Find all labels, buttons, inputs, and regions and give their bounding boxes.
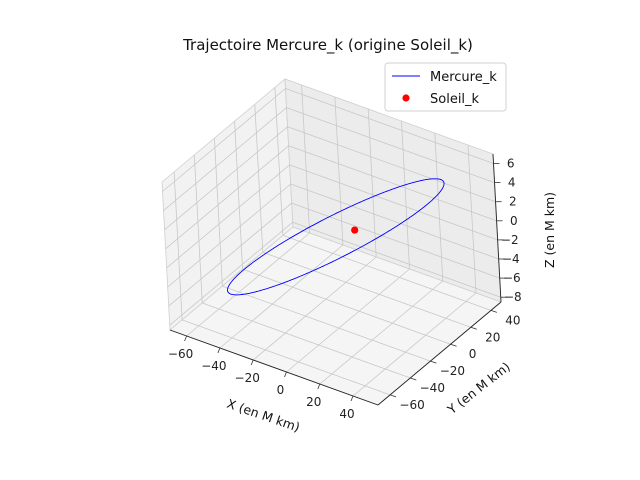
y-grid-left — [274, 87, 284, 236]
z-tick-label: −2 — [501, 233, 519, 247]
z-grid-left — [165, 145, 289, 250]
z-grid-back — [290, 183, 499, 260]
x-tick-mark — [317, 383, 321, 390]
legend-sun-swatch — [402, 94, 410, 102]
x-axis-label: X (en M km) — [225, 396, 302, 435]
y-tick-mark — [450, 343, 457, 347]
x-grid-back — [334, 96, 344, 246]
x-tick-label: 40 — [339, 407, 354, 421]
y-grid-left — [254, 104, 264, 253]
z-grid-back — [287, 126, 496, 203]
x-axis-line — [169, 329, 379, 406]
z-tick-label: 6 — [507, 157, 515, 171]
y-tick-label: −20 — [440, 364, 465, 378]
x-tick-label: 0 — [277, 383, 285, 397]
x-grid-back — [467, 144, 477, 294]
y-grid-floor — [242, 268, 451, 345]
legend-box — [384, 62, 507, 112]
y-tick-label: 20 — [485, 330, 500, 344]
x-grid-floor — [219, 244, 344, 349]
z-grid-left — [168, 202, 292, 307]
legend: Mercure_k Soleil_k — [384, 62, 507, 112]
x-grid-floor — [186, 232, 310, 337]
y-grid-floor — [202, 302, 411, 379]
z-grid-back — [291, 202, 500, 279]
y-grid-floor — [282, 235, 492, 311]
y-grid-left — [173, 171, 183, 320]
x-grid-floor — [252, 256, 377, 361]
z-grid-back — [286, 107, 495, 183]
legend-label-mercure: Mercure_k — [430, 70, 497, 85]
y-tick-label: −60 — [399, 398, 424, 412]
z-tick-label: 0 — [510, 214, 518, 228]
z-tick-label: 2 — [509, 195, 517, 209]
y-tick-mark — [490, 310, 498, 313]
x-tick-mark — [250, 359, 254, 366]
x-grid-back — [301, 84, 310, 234]
y-tick-mark — [470, 326, 477, 330]
z-tick-label: 4 — [508, 176, 516, 190]
z-grid-back — [285, 88, 494, 164]
x-grid-back — [401, 120, 410, 270]
z-grid-left — [162, 88, 286, 192]
z-grid-back — [292, 221, 501, 298]
x-tick-label: −40 — [201, 359, 226, 373]
legend-label-soleil: Soleil_k — [430, 92, 480, 107]
z-grid-left — [163, 107, 287, 211]
z-axis-label: Z (en M km) — [542, 192, 557, 268]
z-tick-label: −8 — [504, 290, 522, 304]
x-tick-mark — [217, 347, 221, 354]
y-tick-mark — [389, 394, 397, 398]
z-grid-left — [166, 164, 290, 269]
y-tick-label: −40 — [420, 381, 445, 395]
z-tick-label: −4 — [502, 252, 520, 266]
y-tick-label: 0 — [469, 347, 477, 361]
x-tick-label: −60 — [168, 347, 193, 361]
z-tick-label: −6 — [503, 271, 521, 285]
soleil-point — [351, 226, 359, 234]
x-tick-label: 20 — [306, 395, 321, 409]
y-tick-label: 40 — [505, 313, 520, 327]
x-tick-mark — [284, 371, 287, 378]
x-grid-floor — [352, 292, 477, 397]
x-grid-floor — [286, 268, 410, 373]
z-grid-left — [164, 126, 288, 231]
x-tick-mark — [350, 395, 354, 402]
grid-lines — [162, 84, 501, 397]
z-axis-line — [492, 153, 502, 303]
x-tick-mark — [184, 335, 187, 342]
x-grid-back — [434, 132, 444, 282]
y-tick-mark — [410, 377, 417, 381]
x-grid-floor — [319, 280, 444, 385]
y-grid-left — [193, 154, 203, 304]
y-axis-line — [377, 301, 502, 406]
y-grid-floor — [222, 285, 431, 362]
y-tick-mark — [430, 360, 437, 364]
y-grid-left — [234, 121, 243, 270]
mercure-orbit-line — [227, 178, 445, 296]
chart-title: Trajectoire Mercure_k (origine Soleil_k) — [182, 36, 473, 55]
y-grid-floor — [262, 251, 471, 328]
z-grid-left — [169, 221, 293, 326]
y-grid-floor — [181, 319, 391, 396]
z-grid-back — [288, 145, 497, 222]
y-grid-left — [214, 138, 223, 287]
x-grid-back — [367, 108, 377, 258]
z-grid-left — [167, 183, 291, 288]
x-tick-label: −20 — [235, 371, 260, 385]
axis-lines — [169, 153, 502, 406]
z-grid-back — [289, 164, 498, 241]
